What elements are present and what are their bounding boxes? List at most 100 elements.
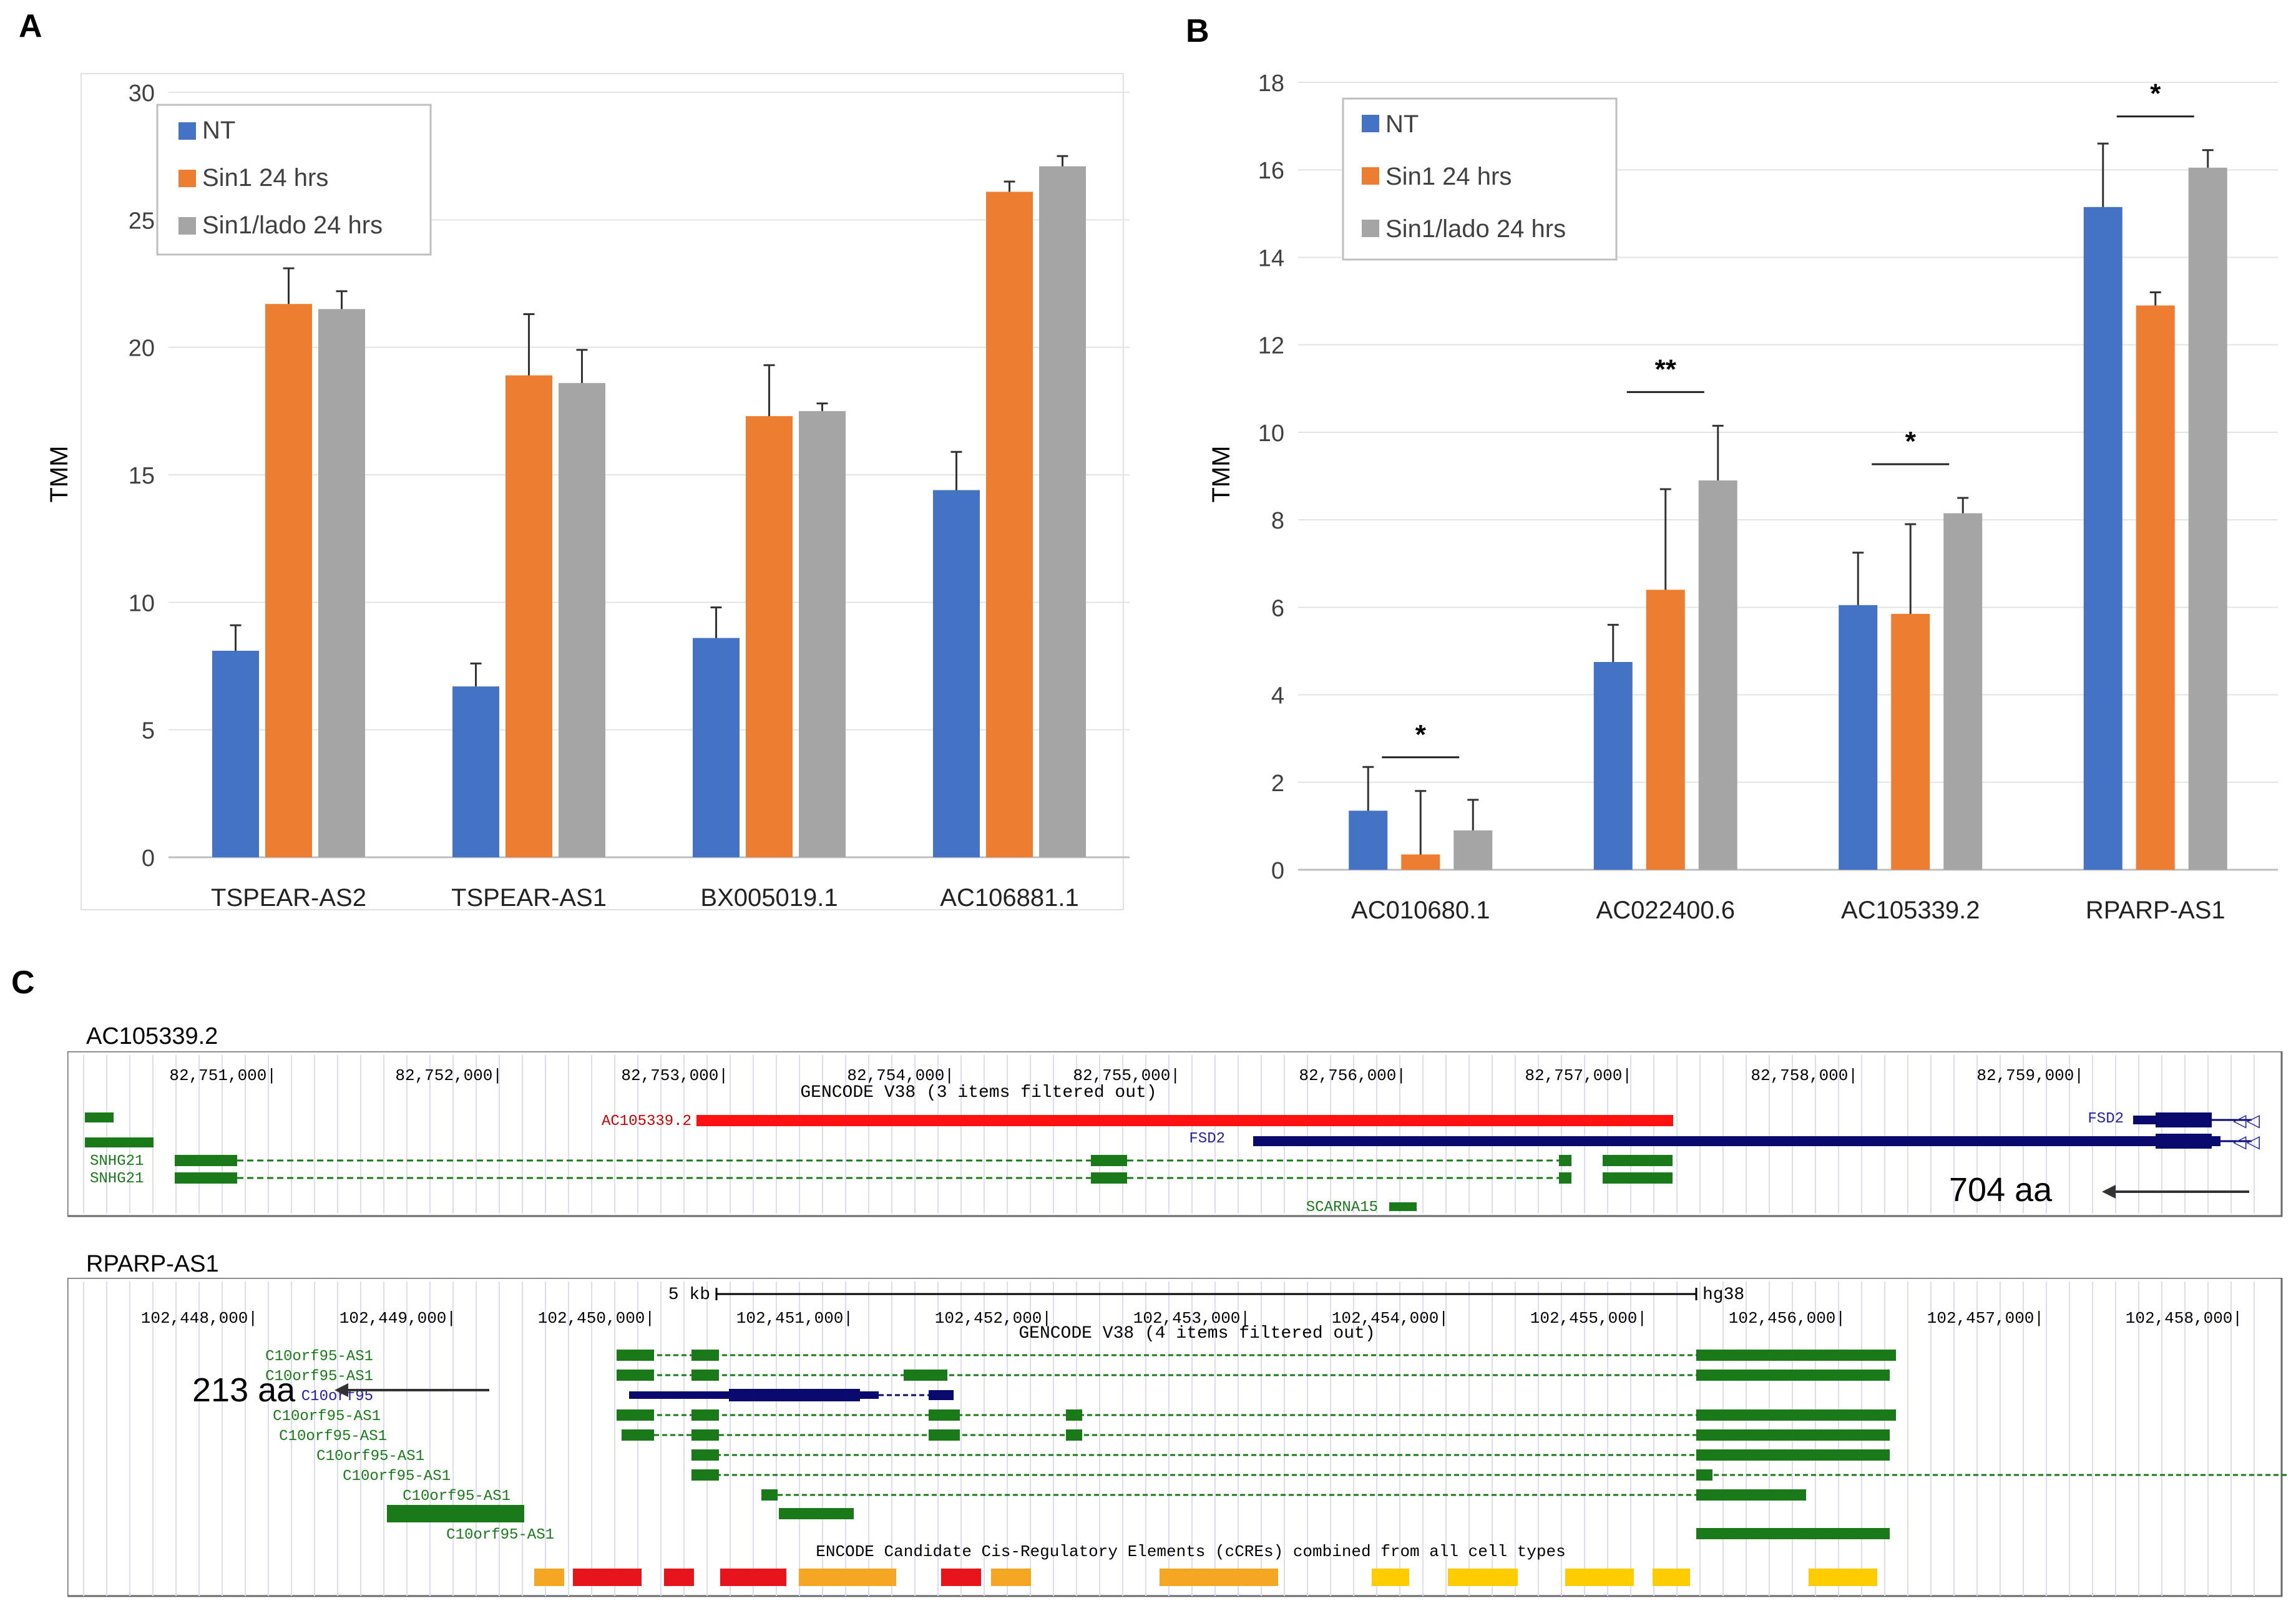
exon [691,1409,719,1421]
gene-label: C10orf95-AS1 [273,1408,381,1425]
chart-b: 0 2 4 6 8 10 12 14 16 18 AC010680.1 AC022400.6 AC10… [1208,71,2278,924]
x-tick-label: AC106881.1 [940,884,1078,912]
gene-label-snhg21-2: SNHG21 [90,1170,144,1187]
exon [1066,1409,1082,1421]
legend-swatch-nt [1362,115,1379,132]
ccre-block [1565,1569,1634,1586]
ccre-block [1372,1569,1409,1586]
legend-swatch-sin1-lado [178,217,196,235]
track2-gencode-header: GENCODE V38 (4 items filtered out) [1019,1324,1375,1343]
exon [929,1429,960,1441]
annotation-213aa: 213 aa [192,1371,296,1409]
ruler-label: 82,753,000| [621,1066,728,1085]
legend: NT Sin1 24 hrs Sin1/lado 24 hrs [156,104,432,256]
legend-swatch-nt [178,122,196,140]
gene-ac105339-2 [696,1115,1673,1126]
bar [1593,661,1633,870]
bar [799,411,846,857]
exon [622,1429,654,1441]
ccre-block [534,1569,564,1586]
gene-label: C10orf95-AS1 [279,1428,387,1445]
gene-label: C10orf95-AS1 [446,1527,554,1544]
x-tick-label: BX005019.1 [700,884,838,912]
x-tick-label: TSPEAR-AS1 [451,884,607,912]
exon [904,1370,947,1381]
ccre-block [799,1569,896,1586]
panel-label-c: C [11,965,35,1001]
ruler-label: 82,757,000| [1525,1066,1632,1085]
bar [2083,207,2123,870]
ruler-label: 102,448,000| [141,1309,258,1328]
gene-label: C10orf95-AS1 [316,1448,424,1465]
bar [1891,613,1930,870]
ruler-label: 102,458,000| [2126,1309,2242,1328]
ccre-block [573,1569,642,1586]
exon [691,1469,719,1481]
bar [318,309,365,857]
bar [1839,605,1878,870]
y-tick-label: 2 [1271,771,1284,797]
track1-gencode-header: GENCODE V38 (3 items filtered out) [800,1083,1156,1102]
y-tick-label: 10 [129,590,155,616]
bar [452,686,499,857]
ruler-label: 102,455,000| [1530,1309,1647,1328]
legend-swatch-sin1 [178,170,196,187]
legend-swatch-sin1 [1362,167,1379,185]
significance-mark: ** [1655,354,1677,384]
exon [1696,1409,1896,1421]
exon [691,1350,719,1361]
exon [1696,1528,1890,1539]
bar [1453,830,1493,870]
x-tick-label: AC010680.1 [1351,897,1490,924]
legend-label-nt: NT [202,117,235,144]
y-tick-label: 18 [1258,71,1284,97]
ccre-block [1448,1569,1518,1586]
bar [933,490,980,857]
bar [986,192,1033,857]
significance-mark: * [2150,79,2161,109]
bar [1401,854,1440,870]
legend-label-nt: NT [1385,110,1419,138]
ruler-label: 102,449,000| [340,1309,456,1328]
y-axis-label: TMM [46,445,73,502]
exon [1696,1449,1890,1461]
y-tick-label: 5 [142,718,155,744]
exon [691,1429,719,1441]
ccre-block [720,1569,786,1586]
exon [617,1350,654,1361]
bar [506,375,552,857]
bar [1349,810,1388,870]
x-tick-label: TSPEAR-AS2 [211,884,366,912]
exon [1696,1469,1712,1481]
y-tick-label: 0 [1271,858,1284,884]
bar [212,650,259,857]
genome-browser-track2: 5 kb hg38 102,448,000| 102,449,000| 102,45… [67,1278,2289,1597]
y-tick-label: 15 [129,463,155,489]
y-tick-label: 0 [142,845,155,872]
y-tick-label: 25 [129,208,155,234]
bar [1039,166,1086,858]
ruler-label: 102,450,000| [538,1309,655,1328]
exon [779,1508,854,1519]
gene-label-scarna15: SCARNA15 [1306,1199,1378,1216]
y-tick-label: 20 [129,336,155,362]
ruler-label: 102,454,000| [1332,1309,1448,1328]
exon [929,1409,960,1421]
gene-label: C10orf95-AS1 [265,1348,373,1365]
exon [1066,1429,1082,1441]
ruler-label: 102,451,000| [736,1309,853,1328]
track2-title: RPARP-AS1 [86,1251,219,1277]
exon [1696,1350,1896,1361]
y-tick-label: 4 [1271,683,1284,709]
exon [691,1449,719,1461]
exon [691,1370,719,1381]
legend-label-sin1-lado: Sin1/lado 24 hrs [1385,215,1566,243]
bar [1698,480,1737,870]
legend: NT Sin1 24 hrs Sin1/lado 24 hrs [1342,97,1618,261]
ruler-label: 82,752,000| [395,1066,502,1085]
gene-label-ac105339-2: AC105339.2 [602,1113,691,1130]
ruler-label: 102,453,000| [1133,1309,1250,1328]
ccre-block [991,1569,1031,1586]
svg-text:◁◁: ◁◁ [2233,1132,2260,1151]
y-tick-label: 30 [129,80,155,107]
